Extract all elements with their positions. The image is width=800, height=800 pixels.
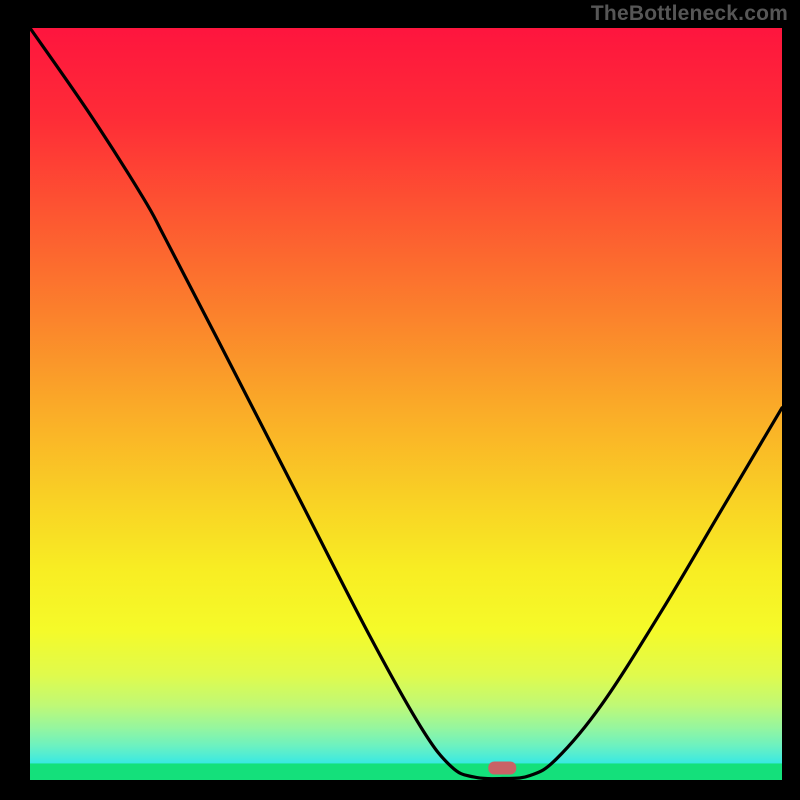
plot-area [30, 28, 782, 780]
watermark-text: TheBottleneck.com [591, 2, 788, 26]
chart-svg [30, 28, 782, 780]
figure-frame: TheBottleneck.com [0, 0, 800, 800]
baseline-band [30, 763, 782, 780]
gradient-rect [30, 28, 782, 780]
min-marker [488, 761, 516, 774]
